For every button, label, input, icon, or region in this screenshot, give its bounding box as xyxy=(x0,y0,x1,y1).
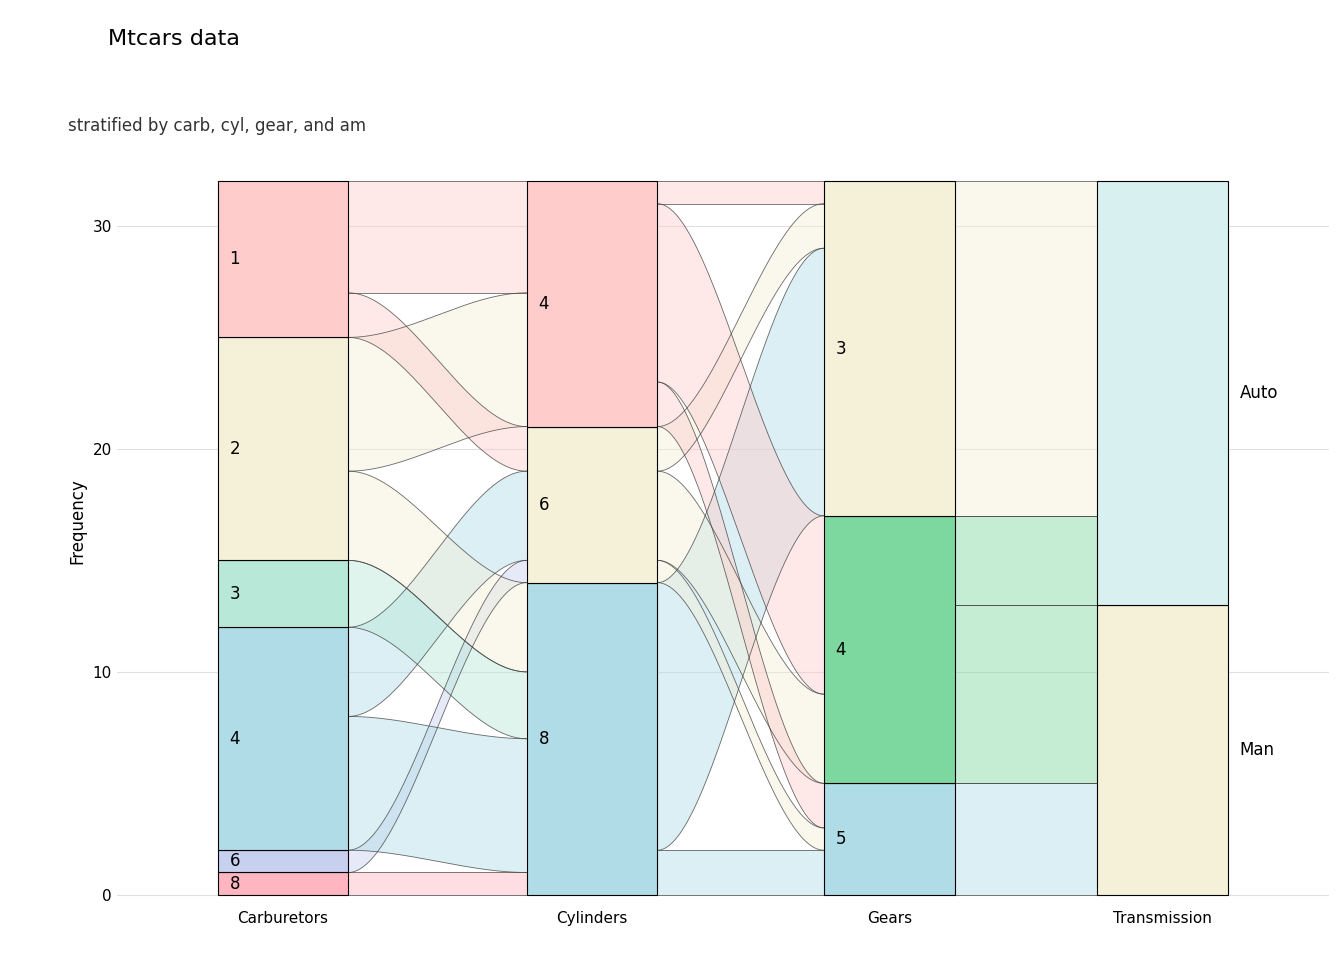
Polygon shape xyxy=(348,471,527,716)
Bar xyxy=(218,181,348,337)
Polygon shape xyxy=(657,249,824,851)
Text: 8: 8 xyxy=(539,730,550,748)
Bar xyxy=(527,583,657,895)
Bar xyxy=(218,627,348,851)
Bar xyxy=(218,873,348,895)
Text: 3: 3 xyxy=(230,585,241,603)
Text: 2: 2 xyxy=(230,440,241,458)
Bar xyxy=(527,426,657,583)
Polygon shape xyxy=(657,382,824,828)
Text: Auto: Auto xyxy=(1241,384,1278,402)
Polygon shape xyxy=(348,293,527,471)
Bar xyxy=(218,851,348,873)
Polygon shape xyxy=(348,471,527,672)
Polygon shape xyxy=(954,783,1097,895)
Bar xyxy=(824,516,954,783)
Polygon shape xyxy=(657,204,824,471)
Polygon shape xyxy=(954,181,1097,516)
Text: 6: 6 xyxy=(230,852,241,871)
Text: 6: 6 xyxy=(539,495,550,514)
Text: 4: 4 xyxy=(230,730,241,748)
Text: 1: 1 xyxy=(230,251,241,269)
Text: 3: 3 xyxy=(836,340,847,357)
Polygon shape xyxy=(348,716,527,873)
Polygon shape xyxy=(348,561,527,873)
Polygon shape xyxy=(954,516,1097,605)
Bar xyxy=(218,337,348,561)
Bar xyxy=(218,561,348,627)
Text: 5: 5 xyxy=(836,830,847,848)
Polygon shape xyxy=(657,561,824,851)
Text: 4: 4 xyxy=(539,295,550,313)
Bar xyxy=(1097,605,1228,895)
Polygon shape xyxy=(657,851,824,895)
Text: 4: 4 xyxy=(836,640,847,659)
Bar xyxy=(1097,181,1228,605)
Polygon shape xyxy=(657,204,824,694)
Text: Man: Man xyxy=(1241,741,1275,758)
Polygon shape xyxy=(657,181,824,204)
Bar xyxy=(824,783,954,895)
Polygon shape xyxy=(348,293,527,471)
Polygon shape xyxy=(348,181,527,293)
Polygon shape xyxy=(657,471,824,783)
Polygon shape xyxy=(954,605,1097,783)
Polygon shape xyxy=(348,561,527,739)
Bar xyxy=(527,181,657,426)
Y-axis label: Frequency: Frequency xyxy=(69,478,87,564)
Text: 8: 8 xyxy=(230,875,241,893)
Polygon shape xyxy=(348,873,527,895)
Bar xyxy=(824,181,954,516)
Text: stratified by carb, cyl, gear, and am: stratified by carb, cyl, gear, and am xyxy=(69,117,366,135)
Text: Mtcars data: Mtcars data xyxy=(108,29,239,49)
